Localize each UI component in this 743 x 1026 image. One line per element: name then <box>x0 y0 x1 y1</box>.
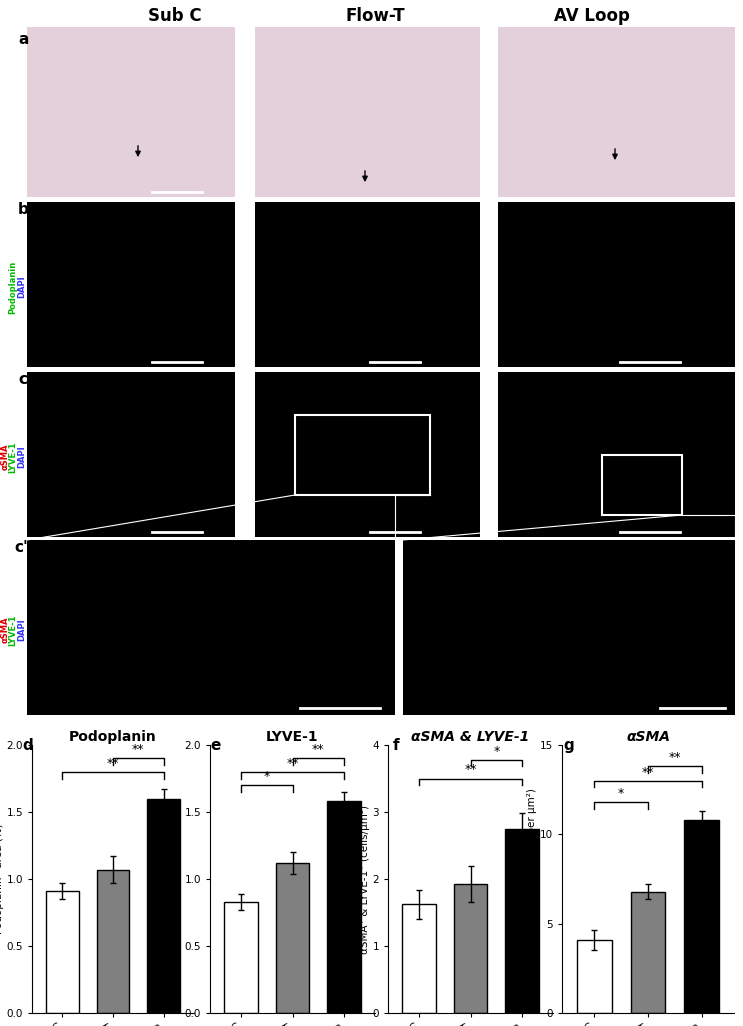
Bar <box>577 940 611 1013</box>
Bar <box>147 798 180 1013</box>
Text: a: a <box>18 32 28 47</box>
Text: f: f <box>393 738 400 753</box>
Text: **: ** <box>286 756 299 770</box>
Bar <box>631 892 666 1013</box>
Text: **: ** <box>107 756 119 770</box>
Text: *: * <box>264 771 270 783</box>
Bar <box>602 455 682 515</box>
Text: LYVE-1: LYVE-1 <box>8 615 18 645</box>
Text: c': c' <box>14 540 27 555</box>
Bar <box>295 415 430 495</box>
Text: αSMA: αSMA <box>1 444 10 470</box>
Text: αSMA: αSMA <box>1 617 10 643</box>
Bar <box>224 902 258 1013</box>
Y-axis label: αSMA⁺ & LYVE-1⁺ (cells/μm²): αSMA⁺ & LYVE-1⁺ (cells/μm²) <box>360 804 369 953</box>
Text: **: ** <box>464 763 477 777</box>
Text: Podoplanin: Podoplanin <box>8 261 18 314</box>
Text: e: e <box>210 738 221 753</box>
Text: g: g <box>563 738 574 753</box>
Text: b: b <box>18 202 29 218</box>
Title: αSMA: αSMA <box>626 729 670 744</box>
Bar <box>97 870 129 1013</box>
Bar <box>46 891 79 1013</box>
Text: **: ** <box>669 751 681 764</box>
Text: **: ** <box>132 743 145 756</box>
Bar <box>684 820 719 1013</box>
Text: *: * <box>618 787 624 800</box>
Y-axis label: Podoplanin⁺ area (%): Podoplanin⁺ area (%) <box>0 824 4 935</box>
Text: Sub C: Sub C <box>148 7 202 25</box>
Text: c: c <box>18 372 27 387</box>
Text: DAPI: DAPI <box>18 619 27 641</box>
Bar <box>402 905 435 1013</box>
Title: LYVE-1: LYVE-1 <box>266 729 319 744</box>
Text: Flow-T: Flow-T <box>345 7 405 25</box>
Text: DAPI: DAPI <box>18 445 27 468</box>
Text: LYVE-1: LYVE-1 <box>8 441 18 473</box>
Title: Podoplanin: Podoplanin <box>69 729 157 744</box>
Bar <box>276 863 309 1013</box>
Text: *: * <box>493 745 499 757</box>
Text: **: ** <box>312 743 325 756</box>
Y-axis label: LYVE-1⁺ area (%): LYVE-1⁺ area (%) <box>172 835 181 922</box>
Text: AV Loop: AV Loop <box>554 7 630 25</box>
Title: αSMA & LYVE-1: αSMA & LYVE-1 <box>412 729 530 744</box>
Text: **: ** <box>642 765 655 779</box>
Text: DAPI: DAPI <box>18 276 27 299</box>
Bar <box>328 801 361 1013</box>
Bar <box>454 883 487 1013</box>
Bar <box>505 829 539 1013</box>
Y-axis label: Number of blood vessels (per μm²): Number of blood vessels (per μm²) <box>527 788 537 970</box>
Text: d: d <box>22 738 33 753</box>
